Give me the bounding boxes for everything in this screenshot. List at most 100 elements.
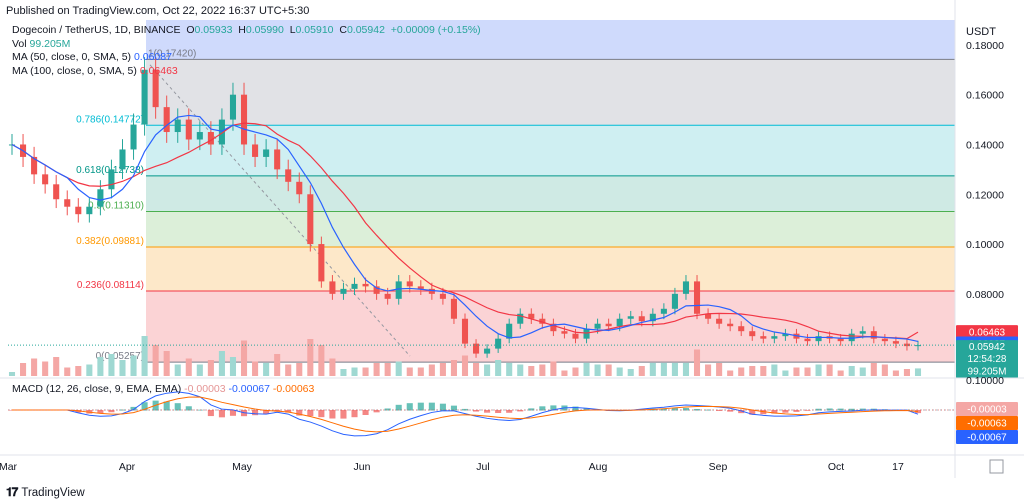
candle-body: [848, 333, 855, 342]
ma100-label[interactable]: MA (100, close, 0, SMA, 5): [12, 64, 137, 77]
candle-body: [252, 144, 259, 157]
macd-hist-bar: [859, 408, 866, 411]
macd-label[interactable]: MACD (12, 26, close, 9, EMA, EMA): [12, 383, 182, 395]
fib-zone-3: [146, 211, 955, 248]
ma100-value: 0.06463: [139, 64, 178, 77]
volume-bar: [53, 357, 60, 376]
candle-body: [296, 181, 303, 195]
macd-hist-value: -0.00003: [184, 383, 226, 395]
candle-body: [86, 206, 93, 215]
macd-hist-bar: [671, 408, 678, 411]
volume-bar: [31, 358, 38, 376]
tradingview-brand[interactable]: 𝟏𝟕 TradingView: [6, 485, 85, 500]
vol-label[interactable]: Vol: [12, 37, 27, 50]
change-value: +0.00009 (+0.15%): [390, 24, 481, 36]
macd-hist-bar: [506, 410, 513, 413]
candle-body: [64, 199, 71, 207]
ma50-line: [11, 114, 919, 343]
volume-bar: [517, 364, 524, 376]
candle-body: [340, 288, 347, 294]
volume-bar: [738, 367, 745, 376]
volume-bar: [373, 363, 380, 376]
tag-price-bg: [956, 340, 1018, 367]
macd-hist-bar: [439, 403, 446, 411]
volume-bar: [285, 364, 292, 376]
volume-bar: [395, 361, 402, 376]
volume-bar: [506, 363, 513, 376]
candle-body: [815, 336, 822, 342]
macd-hist-bar: [252, 410, 259, 416]
tag-price: 0.05942: [969, 342, 1006, 353]
fib-label-5: 0(0.05257): [96, 351, 144, 362]
macd-hist-bar: [771, 410, 778, 414]
macd-hist-bar: [318, 410, 325, 418]
volume-bar: [97, 357, 104, 376]
low-value: 0.05910: [295, 24, 334, 36]
candle-body: [649, 313, 656, 322]
month-label-1: Apr: [119, 461, 136, 473]
candle-body: [660, 308, 667, 314]
volume-bar: [892, 370, 899, 376]
volume-bar: [439, 363, 446, 376]
fib-label-top: 1(0.17420): [148, 48, 196, 59]
volume-bar: [594, 364, 601, 376]
month-label-3: Jun: [354, 461, 371, 473]
macd-hist-bar: [572, 406, 579, 411]
tradingview-logo-icon: 𝟏𝟕: [6, 485, 18, 499]
ma50-value: 0.06087: [133, 51, 172, 63]
candle-body: [738, 326, 745, 332]
volume-bar: [417, 367, 424, 376]
month-label-0: Mar: [0, 461, 18, 473]
open-label: O: [186, 24, 195, 36]
candle-body: [616, 318, 623, 327]
candle-body: [439, 293, 446, 299]
tag-volume: 99.205M: [968, 367, 1007, 378]
volume-bar: [240, 340, 248, 376]
month-label-2: May: [232, 461, 253, 473]
macd-hist-bar: [108, 410, 115, 413]
macd-hist-bar: [705, 409, 712, 411]
volume-bar: [274, 354, 281, 376]
macd-hist-bar: [450, 405, 457, 411]
volume-bar: [627, 369, 634, 376]
candle-body: [229, 94, 237, 120]
published-note: Published on TradingView.com, Oct 22, 20…: [6, 5, 310, 17]
candle-body: [307, 194, 314, 245]
month-label-8: 17: [892, 461, 904, 473]
candle-body: [782, 333, 789, 337]
symbol-title[interactable]: Dogecoin / TetherUS, 1D, BINANCE: [12, 24, 181, 36]
macd-hist-bar: [837, 408, 844, 411]
macd-hist-bar: [307, 410, 314, 417]
macd-hist-bar: [340, 410, 347, 419]
candle-body: [903, 343, 910, 347]
tag-macd-line: -0.00067: [967, 433, 1007, 444]
macd-hist-bar: [428, 402, 435, 411]
macd-hist-bar: [727, 410, 734, 412]
settings-icon[interactable]: [989, 459, 1004, 474]
volume-bar: [771, 364, 778, 376]
volume-bar: [473, 363, 480, 376]
ma50-label[interactable]: MA (50, close, 0, SMA, 5): [12, 51, 132, 63]
volume-bar: [616, 367, 623, 376]
close-label: C: [339, 24, 347, 36]
candle-body: [97, 189, 104, 207]
volume-bar: [484, 364, 491, 376]
macd-hist-bar: [406, 403, 413, 411]
macd-hist-bar: [196, 409, 203, 411]
macd-hist-bar: [329, 410, 336, 419]
volume-row: Vol 99.205M: [12, 38, 481, 52]
tag-macd-line-bg: [956, 430, 1018, 444]
volume-bar: [903, 369, 910, 376]
macd-hist-bar: [373, 410, 380, 413]
candle-body: [406, 281, 413, 287]
candle-body: [859, 331, 866, 334]
volume-bar: [749, 366, 756, 376]
high-label: H: [238, 24, 246, 36]
volume-bar: [638, 366, 645, 376]
volume-bar: [605, 364, 612, 376]
volume-bar: [461, 355, 469, 376]
macd-hist-bar: [417, 402, 424, 411]
macd-hist-bar: [141, 402, 148, 411]
macd-hist-bar: [174, 403, 181, 411]
